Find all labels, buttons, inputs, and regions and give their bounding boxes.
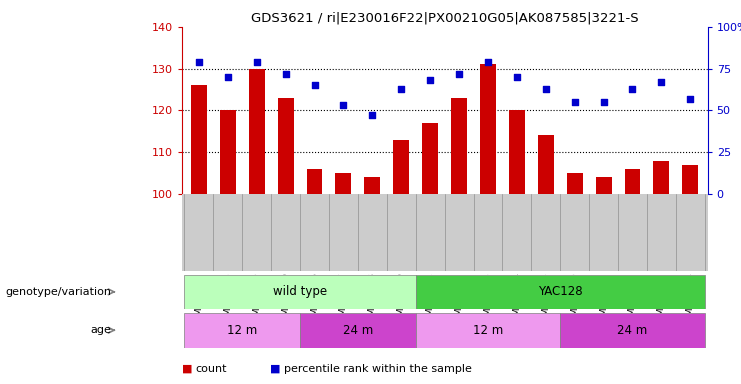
Bar <box>185 275 416 309</box>
Text: age: age <box>90 325 111 335</box>
Text: count: count <box>195 364 227 374</box>
Bar <box>300 313 416 348</box>
Bar <box>393 140 409 194</box>
Point <box>598 99 610 105</box>
Point <box>395 86 407 92</box>
Bar <box>654 161 669 194</box>
Text: YAC128: YAC128 <box>538 285 582 298</box>
Point <box>366 113 378 119</box>
Point <box>656 79 668 85</box>
Bar <box>220 110 236 194</box>
Bar <box>307 169 322 194</box>
Text: 24 m: 24 m <box>343 324 373 337</box>
Text: 12 m: 12 m <box>227 324 257 337</box>
Bar <box>560 313 705 348</box>
Bar <box>596 177 611 194</box>
Point <box>453 71 465 77</box>
Text: ■: ■ <box>270 364 285 374</box>
Bar <box>567 173 582 194</box>
Text: wild type: wild type <box>273 285 327 298</box>
Bar <box>416 275 705 309</box>
Text: genotype/variation: genotype/variation <box>5 287 111 297</box>
Text: percentile rank within the sample: percentile rank within the sample <box>284 364 472 374</box>
Bar <box>249 69 265 194</box>
Point <box>337 102 349 108</box>
Point <box>193 59 205 65</box>
Bar <box>191 85 207 194</box>
Text: ■: ■ <box>182 364 196 374</box>
Point <box>308 82 320 88</box>
Point <box>424 77 436 83</box>
Text: 24 m: 24 m <box>617 324 648 337</box>
Text: 12 m: 12 m <box>473 324 503 337</box>
Bar <box>682 165 698 194</box>
Bar <box>509 110 525 194</box>
Point <box>511 74 523 80</box>
Title: GDS3621 / ri|E230016F22|PX00210G05|AK087585|3221-S: GDS3621 / ri|E230016F22|PX00210G05|AK087… <box>250 11 639 24</box>
Bar <box>422 123 438 194</box>
Bar <box>416 313 560 348</box>
Point <box>540 86 552 92</box>
Bar <box>538 136 554 194</box>
Point <box>250 59 262 65</box>
Bar <box>625 169 640 194</box>
Bar <box>278 98 293 194</box>
Bar <box>451 98 467 194</box>
Point <box>222 74 233 80</box>
Point <box>627 86 639 92</box>
Bar <box>336 173 351 194</box>
Point <box>279 71 291 77</box>
Bar <box>185 313 300 348</box>
Bar <box>480 65 496 194</box>
Point <box>569 99 581 105</box>
Point <box>482 59 494 65</box>
Bar <box>365 177 380 194</box>
Point <box>685 96 697 102</box>
